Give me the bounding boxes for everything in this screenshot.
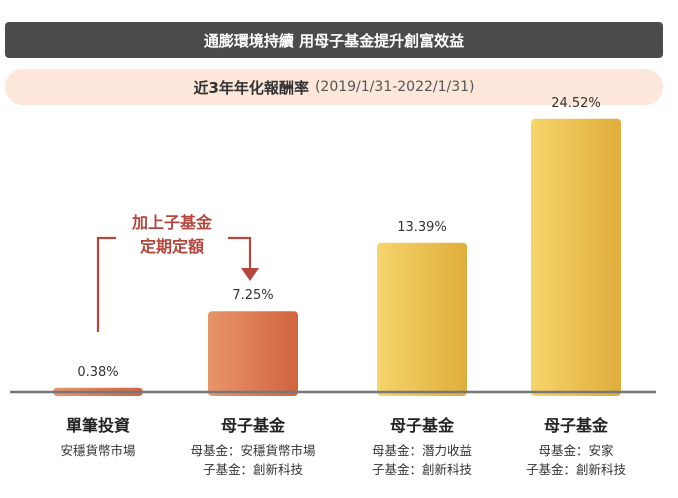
subtitle-period: (2019/1/31-2022/1/31): [314, 79, 475, 95]
bar-3: [377, 242, 467, 396]
annotation: 加上子基金 定期定額: [96, 213, 259, 332]
bars-layer: [53, 118, 621, 396]
annotation-bracket: [96, 236, 252, 332]
annotation-text-line-2: 定期定額: [139, 237, 204, 256]
category-label-4: 母子基金: [544, 416, 609, 435]
category-sublabel-1-1: 安穩貨幣市場: [60, 443, 135, 458]
category-label-2: 母子基金: [221, 416, 286, 435]
category-sublabel-2-2: 子基金：創新科技: [203, 462, 304, 477]
bar-4: [531, 118, 621, 396]
value-label-1: 0.38%: [77, 365, 118, 380]
category-label-3: 母子基金: [390, 416, 455, 435]
chart-title: 通膨環境持續 用母子基金提升創富效益: [5, 22, 663, 58]
subtitle-main: 近3年年化報酬率: [193, 78, 309, 97]
category-sublabel-4-2: 子基金：創新科技: [526, 462, 627, 477]
category-sublabel-4-1: 母基金：安家: [538, 443, 614, 458]
category-sublabel-3-2: 子基金：創新科技: [372, 462, 473, 477]
bar-2: [208, 311, 298, 396]
value-label-4: 24.52%: [551, 96, 601, 111]
value-label-3: 13.39%: [397, 220, 447, 235]
category-sublabel-2-1: 母基金：安穩貨幣市場: [190, 443, 315, 458]
annotation-arrow-icon: [241, 268, 259, 281]
category-label-1: 單筆投資: [66, 416, 130, 435]
annotation-text-line-1: 加上子基金: [131, 213, 213, 232]
chart-subtitle: 近3年年化報酬率 (2019/1/31-2022/1/31): [5, 69, 663, 105]
labels-layer: 0.38%單筆投資安穩貨幣市場7.25%母子基金母基金：安穩貨幣市場子基金：創新…: [60, 96, 626, 477]
value-label-2: 7.25%: [232, 288, 273, 303]
category-sublabel-3-1: 母基金：潛力收益: [372, 443, 472, 458]
